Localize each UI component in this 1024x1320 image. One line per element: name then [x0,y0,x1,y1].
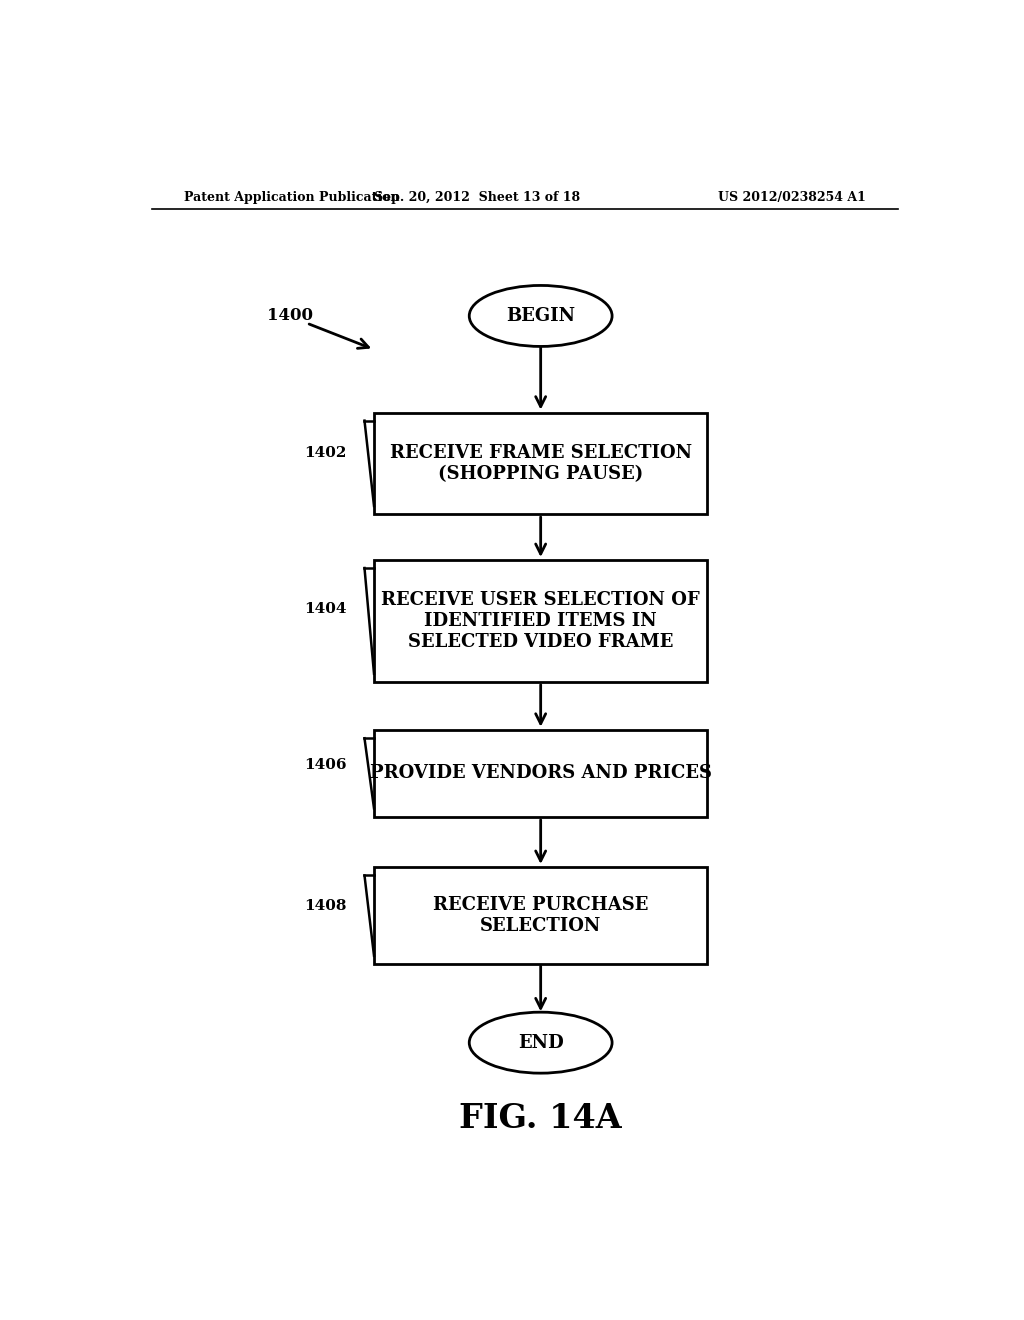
Text: PROVIDE VENDORS AND PRICES: PROVIDE VENDORS AND PRICES [370,764,712,783]
Text: 1404: 1404 [304,602,346,615]
Ellipse shape [469,285,612,346]
Text: BEGIN: BEGIN [506,308,575,325]
Text: Patent Application Publication: Patent Application Publication [183,190,399,203]
Text: US 2012/0238254 A1: US 2012/0238254 A1 [718,190,866,203]
Bar [374,730,708,817]
Text: 1400: 1400 [267,308,313,325]
Bar [374,560,708,682]
Text: FIG. 14A: FIG. 14A [460,1102,622,1135]
Text: RECEIVE PURCHASE
SELECTION: RECEIVE PURCHASE SELECTION [433,896,648,935]
Text: RECEIVE FRAME SELECTION
(SHOPPING PAUSE): RECEIVE FRAME SELECTION (SHOPPING PAUSE) [389,444,692,483]
Text: 1408: 1408 [304,899,346,913]
Bar [374,413,708,515]
Bar [374,867,708,964]
Text: Sep. 20, 2012  Sheet 13 of 18: Sep. 20, 2012 Sheet 13 of 18 [374,190,581,203]
Text: 1406: 1406 [304,758,346,772]
Text: 1402: 1402 [304,446,346,461]
Ellipse shape [469,1012,612,1073]
Text: END: END [518,1034,563,1052]
Text: RECEIVE USER SELECTION OF
IDENTIFIED ITEMS IN
SELECTED VIDEO FRAME: RECEIVE USER SELECTION OF IDENTIFIED ITE… [381,591,700,651]
